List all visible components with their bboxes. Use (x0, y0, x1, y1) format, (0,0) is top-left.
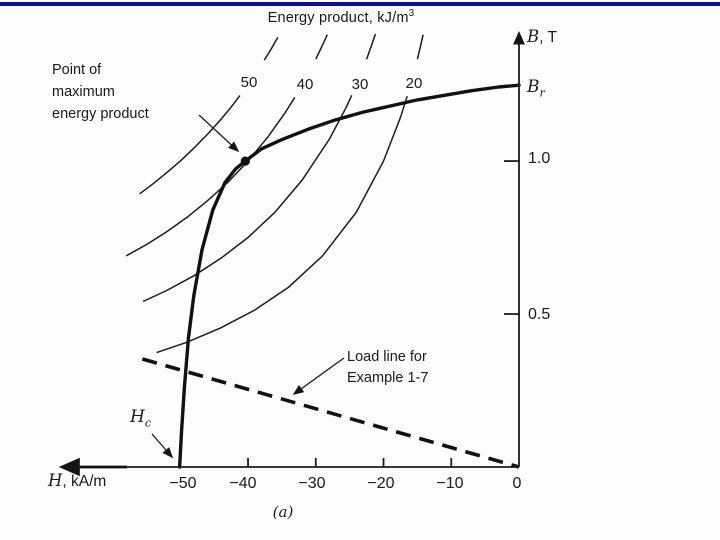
y-axis-unit: , T (539, 29, 557, 46)
energy-product-label-40: 40 (296, 76, 314, 93)
x-axis-label: H, kA/m (48, 471, 106, 491)
slide-top-border (0, 2, 720, 6)
energy-product-30-lower (142, 94, 353, 303)
remanence-symbol: B (527, 77, 540, 97)
x-tick-label-neg20: −20 (367, 475, 395, 492)
energy-product-20-lower (156, 95, 408, 354)
coercivity-label: Hc (130, 407, 151, 429)
coercivity-symbol: H (130, 407, 145, 427)
subfigure-caption: (a) (272, 503, 294, 521)
energy-product-40-lower (125, 96, 296, 257)
coercivity-arrow (151, 433, 174, 459)
coercivity-subscript: c (144, 416, 151, 430)
demagnetization-curve (177, 83, 521, 469)
x-tick-label-neg10: −10 (436, 475, 464, 492)
max-energy-point-dot (240, 156, 250, 166)
y-tick-label-1-0: 1.0 (528, 150, 551, 167)
chart-title: Energy product, kJ/m3 (235, 8, 447, 26)
y-axis-label: B, T (527, 27, 557, 47)
load-line-arrow (292, 357, 345, 395)
x-tick-label-neg50: −50 (169, 475, 197, 492)
chart-title-text: Energy product, kJ/m (267, 9, 409, 26)
energy-product-30-upper (365, 33, 377, 60)
max-point-arrow (198, 114, 240, 153)
y-axis-symbol: B (527, 27, 540, 46)
x-axis-unit: , kA/m (62, 473, 107, 490)
energy-product-label-20: 20 (405, 75, 423, 92)
energy-product-20-upper (416, 34, 424, 60)
energy-product-label-50: 50 (240, 74, 258, 91)
x-tick-label-neg30: −30 (298, 475, 326, 492)
load-line (141, 357, 520, 469)
x-axis-symbol: H (48, 471, 63, 490)
remanence-subscript: r (539, 86, 545, 100)
energy-product-50-upper (263, 37, 279, 61)
chart-title-superscript: 3 (408, 8, 415, 19)
max-energy-point-annotation: Point of maximum energy product (52, 62, 149, 122)
load-line-annotation: Load line for Example 1-7 (347, 349, 429, 386)
y-tick-label-0-5: 0.5 (528, 306, 551, 323)
energy-product-label-30: 30 (351, 76, 369, 93)
x-tick-label-zero: 0 (512, 475, 522, 492)
energy-product-50-lower (139, 95, 241, 195)
x-tick-label-neg40: −40 (229, 475, 257, 492)
energy-product-40-upper (315, 34, 328, 60)
remanence-label: Br (527, 77, 545, 99)
